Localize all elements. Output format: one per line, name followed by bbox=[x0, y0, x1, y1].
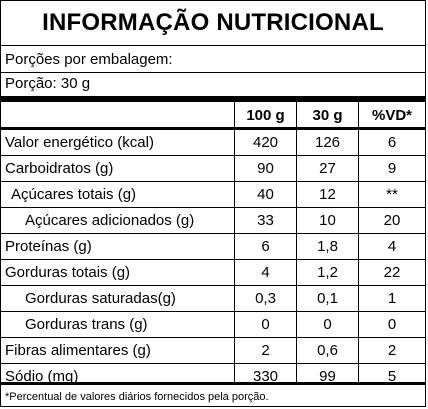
value-per-100g: 0 bbox=[261, 316, 270, 333]
row-divider bbox=[1, 181, 425, 182]
value-vd: 0 bbox=[387, 316, 397, 333]
value-vd: 20 bbox=[383, 212, 401, 229]
row-divider bbox=[1, 285, 425, 286]
value-vd: 4 bbox=[387, 238, 397, 255]
table-row: Fibras alimentares (g) 2 0,6 2 bbox=[1, 338, 425, 364]
nutrient-label: Açúcares totais (g) bbox=[11, 186, 137, 203]
value-per-100g: 330 bbox=[252, 368, 279, 385]
table-row: Valor energético (kcal) 420 126 6 bbox=[1, 130, 425, 156]
row-divider bbox=[1, 233, 425, 234]
value-per-100g: 0,3 bbox=[255, 290, 276, 307]
nutrient-label: Sódio (mg) bbox=[5, 368, 79, 385]
value-vd: 5 bbox=[387, 368, 397, 385]
nutrient-label: Açúcares adicionados (g) bbox=[25, 212, 195, 229]
value-vd: 22 bbox=[383, 264, 401, 281]
column-header-30g: 30 g bbox=[312, 107, 343, 124]
value-per-30g: 10 bbox=[319, 212, 336, 229]
row-divider bbox=[1, 155, 425, 156]
value-per-30g: 1,8 bbox=[317, 238, 338, 255]
portion-size: Porção: 30 g bbox=[5, 75, 91, 92]
info-divider bbox=[1, 72, 425, 73]
header-divider bbox=[1, 127, 425, 130]
row-divider bbox=[1, 259, 425, 260]
value-per-30g: 0,6 bbox=[317, 342, 338, 359]
value-per-100g: 4 bbox=[261, 264, 270, 281]
title-divider bbox=[1, 45, 425, 46]
bottom-divider bbox=[1, 382, 425, 385]
table-row: Proteínas (g) 6 1,8 4 bbox=[1, 234, 425, 260]
value-per-30g: 99 bbox=[319, 368, 336, 385]
value-per-30g: 1,2 bbox=[317, 264, 338, 281]
value-per-30g: 0,1 bbox=[317, 290, 338, 307]
value-vd: 1 bbox=[387, 290, 397, 307]
row-divider bbox=[1, 337, 425, 338]
table-row: Sódio (mg) 330 99 5 bbox=[1, 364, 425, 390]
table-row: Gorduras totais (g) 4 1,2 22 bbox=[1, 260, 425, 286]
value-per-100g: 40 bbox=[257, 186, 274, 203]
footnote: *Percentual de valores diários fornecido… bbox=[5, 391, 269, 403]
nutrient-label: Carboidratos (g) bbox=[5, 160, 114, 177]
nutrient-label: Gorduras trans (g) bbox=[25, 316, 148, 333]
column-header-100g: 100 g bbox=[246, 107, 285, 124]
table-row: Gorduras trans (g) 0 0 0 bbox=[1, 312, 425, 338]
column-header-vd: %VD* bbox=[371, 107, 412, 124]
value-per-100g: 2 bbox=[261, 342, 270, 359]
value-per-100g: 6 bbox=[261, 238, 270, 255]
table-row: Açúcares adicionados (g) 33 10 20 bbox=[1, 208, 425, 234]
value-per-100g: 420 bbox=[252, 134, 279, 151]
value-per-30g: 126 bbox=[314, 134, 341, 151]
nutrient-label: Fibras alimentares (g) bbox=[5, 342, 151, 359]
value-vd: 2 bbox=[387, 342, 397, 359]
value-per-30g: 12 bbox=[319, 186, 336, 203]
table-row: Gorduras saturadas(g) 0,3 0,1 1 bbox=[1, 286, 425, 312]
value-vd: 9 bbox=[387, 160, 397, 177]
table-row: Carboidratos (g) 90 27 9 bbox=[1, 156, 425, 182]
value-vd: ** bbox=[386, 186, 398, 203]
column-divider bbox=[296, 102, 297, 382]
nutrient-label: Valor energético (kcal) bbox=[5, 134, 154, 151]
value-per-30g: 27 bbox=[319, 160, 336, 177]
column-divider bbox=[358, 102, 359, 382]
table-title: INFORMAÇÃO NUTRICIONAL bbox=[42, 9, 384, 36]
nutrient-label: Gorduras totais (g) bbox=[5, 264, 131, 281]
value-per-100g: 33 bbox=[257, 212, 274, 229]
table-row: Açúcares totais (g) 40 12 ** bbox=[1, 182, 425, 208]
column-divider bbox=[234, 102, 235, 382]
value-per-30g: 0 bbox=[323, 316, 332, 333]
nutrient-label: Proteínas (g) bbox=[5, 238, 92, 255]
nutrient-label: Gorduras saturadas(g) bbox=[25, 290, 176, 307]
thick-divider bbox=[1, 96, 425, 102]
row-divider bbox=[1, 207, 425, 208]
value-vd: 6 bbox=[387, 134, 397, 151]
portions-per-package: Porções por embalagem: bbox=[5, 51, 173, 68]
row-divider bbox=[1, 363, 425, 364]
row-divider bbox=[1, 311, 425, 312]
value-per-100g: 90 bbox=[257, 160, 274, 177]
